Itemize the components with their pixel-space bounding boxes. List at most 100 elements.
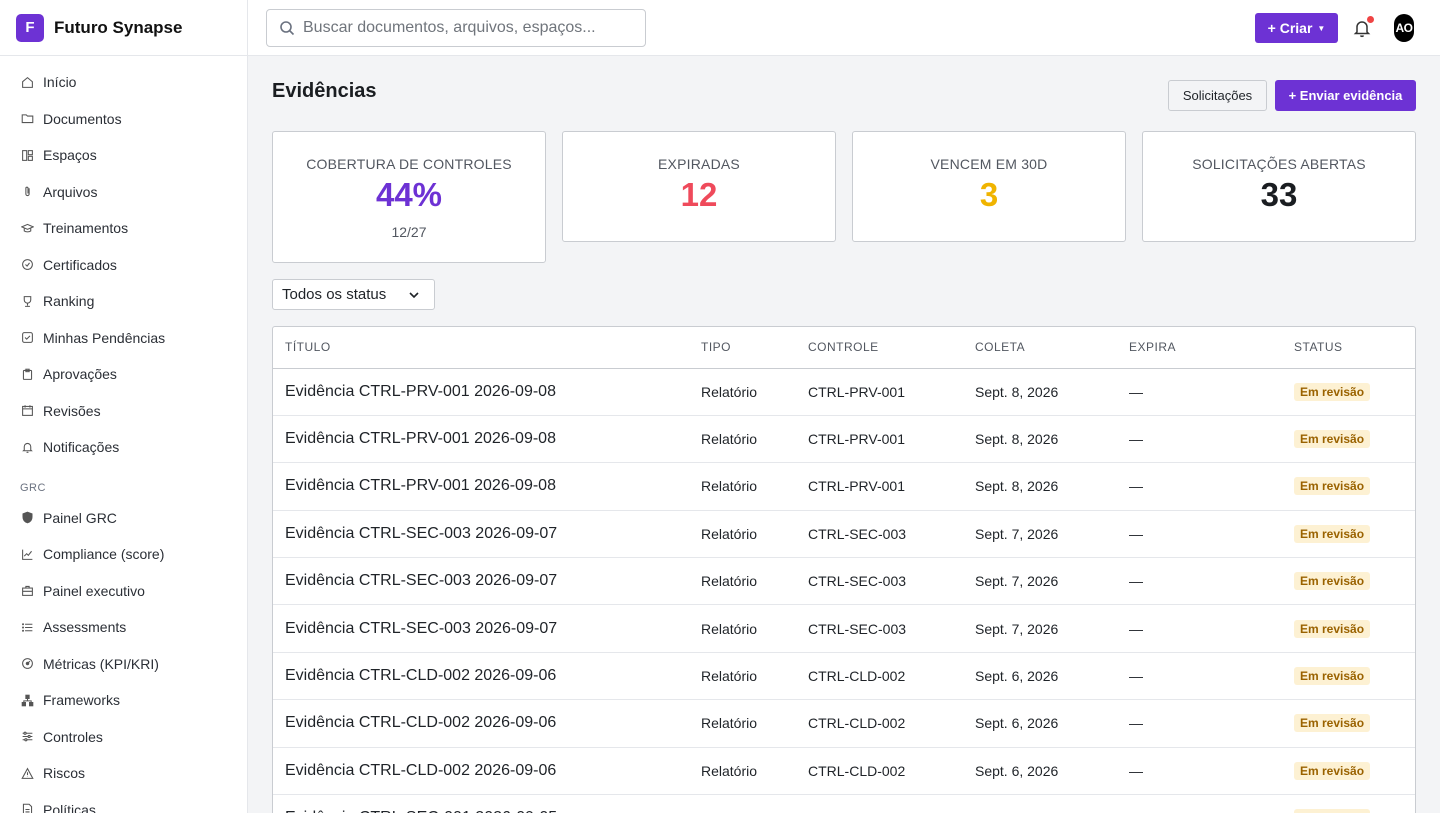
sidebar-item-aprovacoes[interactable]: Aprovações [0,356,247,393]
col-status-header[interactable]: STATUS [1282,327,1415,369]
sidebar-item-painel-grc[interactable]: Painel GRC [0,500,247,537]
sidebar-item-arquivos[interactable]: Arquivos [0,174,247,211]
table-row[interactable]: Evidência CTRL-CLD-002 2026-09-06 Relatór… [273,747,1415,796]
sidebar-item-painel-executivo[interactable]: Painel executivo [0,573,247,610]
requests-button[interactable]: Solicitações [1168,80,1267,111]
cell-control: CTRL-CLD-002 [796,652,963,701]
table-row[interactable]: Evidência CTRL-CLD-002 2026-09-06 Relatór… [273,652,1415,701]
sitemap-icon [20,693,34,707]
cell-control: CTRL-SEC-001 [796,794,963,813]
folder-icon [20,112,34,126]
list-icon [20,620,34,634]
cell-title[interactable]: Evidência CTRL-CLD-002 2026-09-06 [273,652,689,701]
status-filter-select[interactable]: Todos os status [272,279,435,310]
cell-type: Relatório [689,747,796,796]
status-badge: Em revisão [1294,761,1371,780]
stat-label: VENCEM EM 30D [930,156,1048,172]
sidebar-item-label: Revisões [43,402,101,419]
sidebar-item-riscos[interactable]: Riscos [0,755,247,792]
sidebar-item-metricas-kpi-kri[interactable]: Métricas (KPI/KRI) [0,646,247,683]
brand[interactable]: F Futuro Synapse [0,0,247,56]
create-button[interactable]: + Criar ▼ [1255,13,1338,43]
status-badge: Em revisão [1294,667,1371,686]
sidebar-item-certificados[interactable]: Certificados [0,247,247,284]
stat-card-open-requests: SOLICITAÇÕES ABERTAS 33 [1142,131,1416,242]
cell-collected: Sept. 7, 2026 [963,604,1117,653]
cell-type: Relatório [689,415,796,464]
search-box[interactable] [266,9,646,47]
cell-control: CTRL-CLD-002 [796,699,963,748]
sidebar-item-espacos[interactable]: Espaços [0,137,247,174]
page-title: Evidências [272,80,377,102]
cell-title[interactable]: Evidência CTRL-PRV-001 2026-09-08 [273,415,689,464]
col-title-header[interactable]: TÍTULO [273,327,689,369]
evidence-table: TÍTULO TIPO CONTROLE COLETA EXPIRA STATU… [272,326,1416,813]
sidebar-item-controles[interactable]: Controles [0,719,247,756]
sidebar-item-notificacoes[interactable]: Notificações [0,429,247,466]
table-row[interactable]: Evidência CTRL-PRV-001 2026-09-08 Relatór… [273,462,1415,511]
cell-type: Relatório [689,510,796,559]
cell-status: Em revisão [1282,510,1415,559]
search-input[interactable] [303,19,623,37]
cell-collected: Sept. 8, 2026 [963,462,1117,511]
stat-card-coverage: COBERTURA DE CONTROLES 44% 12/27 [272,131,546,263]
cell-title[interactable]: Evidência CTRL-SEC-001 2026-09-05 [273,794,689,813]
cell-expires: — [1117,747,1282,796]
col-collected-header[interactable]: COLETA [963,327,1117,369]
cell-title[interactable]: Evidência CTRL-PRV-001 2026-09-08 [273,462,689,511]
sidebar-item-revisoes[interactable]: Revisões [0,393,247,430]
upload-evidence-button[interactable]: + Enviar evidência [1275,80,1416,111]
sidebar-item-frameworks[interactable]: Frameworks [0,682,247,719]
sidebar-item-inicio[interactable]: Início [0,64,247,101]
cell-control: CTRL-PRV-001 [796,415,963,464]
cell-expires: — [1117,415,1282,464]
cell-title[interactable]: Evidência CTRL-CLD-002 2026-09-06 [273,699,689,748]
sidebar-item-label: Treinamentos [43,220,129,237]
table-row[interactable]: Evidência CTRL-CLD-002 2026-09-06 Relatór… [273,699,1415,748]
sidebar-item-assessments[interactable]: Assessments [0,609,247,646]
cell-title[interactable]: Evidência CTRL-SEC-003 2026-09-07 [273,510,689,559]
table-row[interactable]: Evidência CTRL-PRV-001 2026-09-08 Relatór… [273,415,1415,464]
cell-type: Relatório [689,604,796,653]
notification-dot [1367,16,1374,23]
table-row[interactable]: Evidência CTRL-SEC-001 2026-09-05Relatór… [273,794,1415,813]
sidebar-item-label: Controles [43,728,103,745]
sidebar-item-label: Arquivos [43,183,98,200]
col-expires-header[interactable]: EXPIRA [1117,327,1282,369]
shield-icon [20,511,34,525]
cell-title[interactable]: Evidência CTRL-SEC-003 2026-09-07 [273,604,689,653]
cell-collected: Sept. 8, 2026 [963,368,1117,416]
cell-collected: Sept. 7, 2026 [963,557,1117,606]
cell-status: Em revisão [1282,747,1415,796]
table-row[interactable]: Evidência CTRL-SEC-003 2026-09-07 Relatór… [273,604,1415,653]
sidebar-item-politicas[interactable]: Políticas [0,792,247,813]
cell-title[interactable]: Evidência CTRL-CLD-002 2026-09-06 [273,747,689,796]
status-badge: Em revisão [1294,477,1371,496]
sidebar-item-minhas-pendencias[interactable]: Minhas Pendências [0,320,247,357]
cell-expires: — [1117,699,1282,748]
stat-label: COBERTURA DE CONTROLES [306,156,512,172]
table-row[interactable]: Evidência CTRL-SEC-003 2026-09-07 Relatór… [273,510,1415,559]
cell-type: Relatório [689,652,796,701]
table-row[interactable]: Evidência CTRL-SEC-003 2026-09-07 Relatór… [273,557,1415,606]
sliders-icon [20,730,34,744]
cell-collected: Sept. 6, 2026 [963,699,1117,748]
col-type-header[interactable]: TIPO [689,327,796,369]
table-row[interactable]: Evidência CTRL-PRV-001 2026-09-08 Relatór… [273,368,1415,416]
status-filter-value: Todos os status [282,286,387,303]
cell-control: CTRL-CLD-002 [796,747,963,796]
sidebar-item-compliance-score[interactable]: Compliance (score) [0,536,247,573]
col-control-header[interactable]: CONTROLE [796,327,963,369]
cell-expires: — [1117,794,1282,813]
trophy-icon [20,294,34,308]
cell-expires: — [1117,604,1282,653]
avatar[interactable]: AO [1394,14,1414,42]
sidebar-item-documentos[interactable]: Documentos [0,101,247,138]
sidebar-item-label: Documentos [43,110,122,127]
cell-control: CTRL-SEC-003 [796,604,963,653]
cell-title[interactable]: Evidência CTRL-PRV-001 2026-09-08 [273,368,689,416]
sidebar-item-treinamentos[interactable]: Treinamentos [0,210,247,247]
cell-title[interactable]: Evidência CTRL-SEC-003 2026-09-07 [273,557,689,606]
bell-icon[interactable] [1352,18,1372,38]
sidebar-item-ranking[interactable]: Ranking [0,283,247,320]
